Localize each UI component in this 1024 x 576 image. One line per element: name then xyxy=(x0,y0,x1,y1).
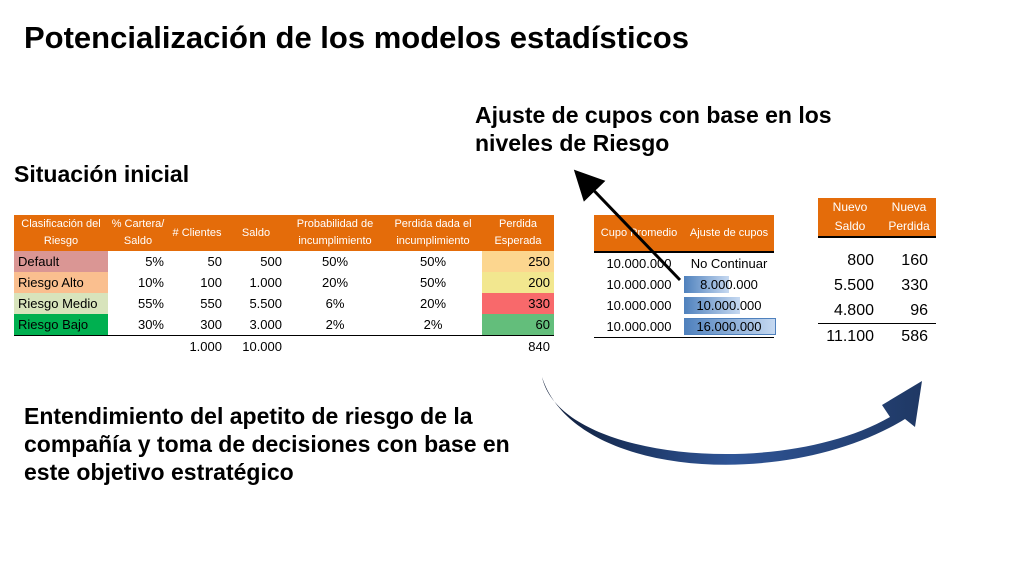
risk-label-cell: Riesgo Bajo xyxy=(14,314,108,336)
empty-cell xyxy=(108,336,168,358)
nuevo-perdida-cell: 330 xyxy=(901,277,928,294)
ajuste-cell: 8.000.000 xyxy=(684,274,774,295)
cartera-cell: 5% xyxy=(145,254,164,269)
header-nueva-perdida: Nueva Perdida xyxy=(882,198,936,238)
nuevo-saldo-cell: 800 xyxy=(847,252,874,269)
clientes-cell: 50 xyxy=(207,254,222,269)
table-row: Riesgo Bajo 30% 300 3.000 2% 2% 60 xyxy=(14,314,554,336)
total-nuevo-saldo-cell: 11.100 xyxy=(826,328,874,345)
header-perdida-esperada: Perdida Esperada xyxy=(482,215,554,251)
empty-cell xyxy=(14,336,108,358)
clientes-cell: 100 xyxy=(200,275,222,290)
table-row: Default 5% 50 500 50% 50% 250 xyxy=(14,251,554,272)
perdida-dada-cell: 50% xyxy=(419,254,447,269)
ajuste-value: 16.000.000 xyxy=(696,319,762,334)
table-row: 800 160 xyxy=(818,237,936,273)
situacion-heading: Situación inicial xyxy=(14,161,190,187)
ajuste-value: 10.000.000 xyxy=(696,298,762,313)
cartera-cell: 30% xyxy=(108,314,168,336)
data-bar xyxy=(684,297,741,314)
header-cupo-promedio: Cupo Promedio xyxy=(594,215,684,253)
empty-cell xyxy=(286,336,384,358)
cupo-cell: 10.000.000 xyxy=(606,298,672,313)
table-row: 5.500 330 xyxy=(818,273,936,298)
perdida-esperada-cell: 200 xyxy=(482,272,554,293)
perdida-esperada-cell: 250 xyxy=(482,251,554,272)
header-ajuste-cupos: Ajuste de cupos xyxy=(684,215,774,253)
cupo-cell: 10.000.000 xyxy=(594,316,684,338)
data-bar xyxy=(684,318,776,335)
probabilidad-cell: 2% xyxy=(286,314,384,336)
ajuste-cell: No Continuar xyxy=(684,252,774,274)
nuevo-perdida-cell: 160 xyxy=(901,252,928,269)
table-row: Riesgo Medio 55% 550 5.500 6% 20% 330 xyxy=(14,293,554,314)
saldo-cell: 500 xyxy=(260,254,282,269)
table-header-row: Clasificación del Riesgo % Cartera/ Sald… xyxy=(14,215,554,251)
slide-title: Potencialización de los modelos estadíst… xyxy=(24,20,689,55)
risk-label-cell: Riesgo Medio xyxy=(14,293,108,314)
clientes-cell: 550 xyxy=(200,296,222,311)
total-saldo-cell: 10.000 xyxy=(242,339,282,354)
ajuste-cell: 16.000.000 xyxy=(684,316,776,338)
header-clasificacion: Clasificación del Riesgo xyxy=(14,215,108,251)
perdida-dada-cell: 2% xyxy=(384,314,482,336)
empty-cell xyxy=(384,336,482,358)
totals-row: 1.000 10.000 840 xyxy=(14,336,554,358)
pointer-arrow-icon xyxy=(573,169,682,282)
header-probabilidad: Probabilidad de incumplimiento xyxy=(286,215,384,251)
clientes-cell: 300 xyxy=(168,314,226,336)
ajuste-heading: Ajuste de cupos con base en los niveles … xyxy=(475,102,832,156)
header-clientes: # Clientes xyxy=(168,215,226,251)
entendimiento-text: Entendimiento del apetito de riesgo de l… xyxy=(24,403,510,485)
table-header-row: Cupo Promedio Ajuste de cupos xyxy=(594,215,774,253)
cartera-cell: 55% xyxy=(137,296,164,311)
saldo-cell: 5.500 xyxy=(249,296,282,311)
perdida-dada-cell: 20% xyxy=(419,296,447,311)
header-nuevo-saldo: Nuevo Saldo xyxy=(818,198,882,238)
data-bar xyxy=(684,276,729,293)
probabilidad-cell: 50% xyxy=(321,254,349,269)
total-perdida-cell: 840 xyxy=(528,339,550,354)
total-nuevo-perdida-cell: 586 xyxy=(901,328,928,345)
cupo-cell: 10.000.000 xyxy=(606,256,672,271)
probabilidad-cell: 20% xyxy=(321,275,349,290)
ajuste-table: Cupo Promedio Ajuste de cupos 10.000.000… xyxy=(594,215,776,338)
table-row: 4.800 96 xyxy=(818,298,936,324)
ajuste-value: 8.000.000 xyxy=(700,277,758,292)
table-row: 10.000.000 No Continuar xyxy=(594,252,774,274)
table-header-row: Nuevo Saldo Nueva Perdida xyxy=(818,198,936,238)
ajuste-value: No Continuar xyxy=(690,256,768,271)
table-row: 10.000.000 16.000.000 xyxy=(594,316,776,338)
probabilidad-cell: 6% xyxy=(325,296,345,311)
perdida-esperada-cell: 330 xyxy=(482,293,554,314)
table-row: Riesgo Alto 10% 100 1.000 20% 50% 200 xyxy=(14,272,554,293)
table-row: 10.000.000 8.000.000 xyxy=(594,274,774,295)
header-saldo: Saldo xyxy=(226,215,286,251)
ajuste-cell: 10.000.000 xyxy=(684,295,774,316)
risk-label-cell: Riesgo Alto xyxy=(14,272,108,293)
nuevo-saldo-cell: 4.800 xyxy=(818,298,882,324)
risk-label-cell: Default xyxy=(14,251,108,272)
header-perdida-dada: Perdida dada el incumplimiento xyxy=(384,215,482,251)
total-clientes-cell: 1.000 xyxy=(189,339,222,354)
cupo-cell: 10.000.000 xyxy=(606,277,672,292)
perdida-dada-cell: 50% xyxy=(419,275,447,290)
perdida-esperada-cell: 60 xyxy=(482,314,554,336)
saldo-cell: 1.000 xyxy=(249,275,282,290)
nuevo-saldo-cell: 5.500 xyxy=(833,277,874,294)
cartera-cell: 10% xyxy=(137,275,164,290)
curved-arrow-icon xyxy=(542,377,922,465)
saldo-cell: 3.000 xyxy=(226,314,286,336)
nuevo-table: Nuevo Saldo Nueva Perdida 800 160 5.500 330… xyxy=(818,198,936,349)
nuevo-perdida-cell: 96 xyxy=(882,298,936,324)
situacion-table: Clasificación del Riesgo % Cartera/ Sald… xyxy=(14,215,554,357)
header-cartera: % Cartera/ Saldo xyxy=(108,215,168,251)
table-row: 10.000.000 10.000.000 xyxy=(594,295,774,316)
totals-row: 11.100 586 xyxy=(818,324,936,350)
